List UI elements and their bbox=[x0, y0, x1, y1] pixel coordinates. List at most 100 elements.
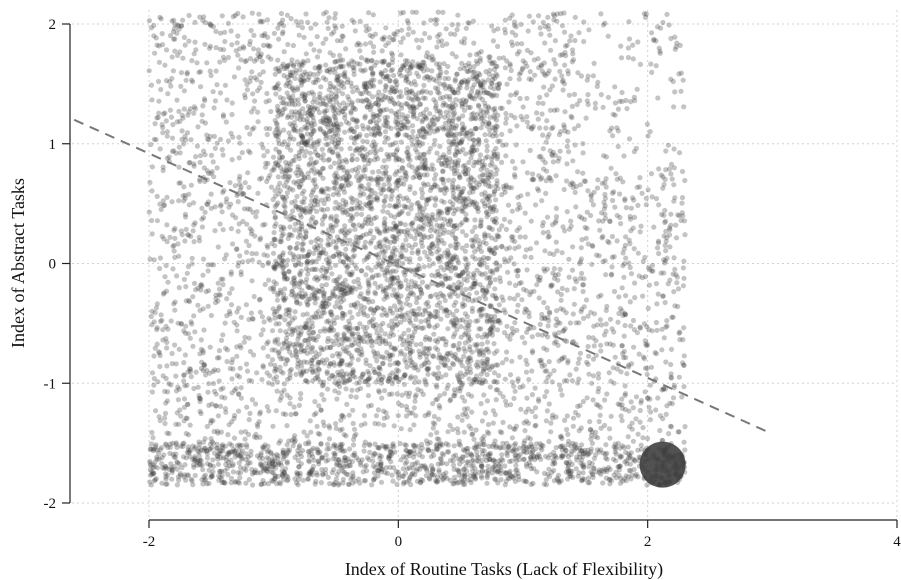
scatter-point bbox=[672, 34, 678, 40]
scatter-point bbox=[621, 274, 627, 280]
scatter-point bbox=[395, 177, 401, 183]
scatter-point bbox=[391, 423, 397, 429]
scatter-point bbox=[614, 238, 620, 244]
scatter-point bbox=[374, 358, 380, 364]
scatter-point bbox=[657, 427, 663, 434]
scatter-point bbox=[454, 254, 460, 260]
scatter-point bbox=[626, 19, 632, 25]
scatter-point bbox=[155, 114, 161, 121]
scatter-point bbox=[544, 408, 551, 414]
scatter-point bbox=[267, 43, 273, 49]
scatter-point bbox=[164, 430, 170, 436]
scatter-point bbox=[635, 431, 641, 437]
scatter-point bbox=[434, 108, 440, 114]
scatter-point bbox=[608, 413, 614, 419]
scatter-point bbox=[670, 314, 676, 320]
scatter-point bbox=[376, 125, 382, 131]
scatter-point bbox=[244, 81, 250, 87]
scatter-point bbox=[473, 377, 479, 383]
scatter-point bbox=[300, 241, 306, 247]
scatter-point bbox=[637, 324, 643, 330]
scatter-point bbox=[588, 309, 594, 315]
scatter-point bbox=[616, 464, 622, 470]
scatter-point bbox=[434, 436, 440, 442]
scatter-point bbox=[566, 256, 572, 262]
scatter-point bbox=[631, 197, 637, 203]
scatter-point bbox=[258, 79, 264, 85]
scatter-point bbox=[627, 454, 633, 460]
scatter-point bbox=[460, 481, 466, 487]
scatter-point bbox=[160, 337, 166, 343]
scatter-point bbox=[455, 414, 461, 420]
scatter-point bbox=[581, 38, 587, 45]
scatter-point bbox=[596, 253, 602, 259]
scatter-point bbox=[382, 129, 389, 135]
scatter-point bbox=[432, 478, 439, 484]
scatter-point bbox=[625, 434, 631, 440]
scatter-point bbox=[281, 49, 287, 55]
scatter-point bbox=[482, 132, 488, 138]
scatter-point bbox=[540, 230, 546, 236]
scatter-point bbox=[218, 337, 225, 343]
scatter-point bbox=[401, 381, 407, 387]
scatter-point bbox=[219, 209, 225, 215]
scatter-point bbox=[305, 19, 311, 25]
scatter-point bbox=[323, 36, 329, 42]
scatter-point bbox=[393, 78, 399, 84]
scatter-point bbox=[611, 288, 618, 295]
scatter-point bbox=[418, 239, 424, 246]
scatter-point bbox=[319, 221, 325, 227]
scatter-point bbox=[353, 304, 359, 310]
scatter-point bbox=[383, 123, 389, 129]
scatter-point bbox=[153, 305, 159, 311]
scatter-point bbox=[301, 359, 307, 365]
scatter-point bbox=[493, 397, 499, 403]
scatter-point bbox=[214, 355, 221, 361]
scatter-point bbox=[636, 273, 642, 279]
scatter-point bbox=[661, 181, 667, 188]
scatter-point bbox=[564, 338, 570, 344]
scatter-point bbox=[591, 60, 597, 66]
scatter-point bbox=[248, 378, 255, 384]
scatter-point bbox=[637, 61, 644, 67]
scatter-point bbox=[331, 160, 338, 166]
scatter-point bbox=[564, 209, 570, 215]
scatter-point bbox=[613, 444, 619, 450]
scatter-point bbox=[662, 207, 668, 214]
scatter-point bbox=[330, 52, 336, 59]
scatter-point bbox=[671, 289, 677, 295]
scatter-point bbox=[400, 9, 406, 16]
scatter-point bbox=[154, 115, 160, 121]
scatter-point bbox=[349, 387, 355, 393]
scatter-point bbox=[447, 262, 454, 268]
scatter-point bbox=[249, 397, 255, 403]
scatter-point bbox=[435, 347, 441, 353]
scatter-point bbox=[194, 143, 200, 149]
scatter-point bbox=[656, 250, 662, 257]
scatter-point bbox=[237, 140, 243, 146]
scatter-point bbox=[477, 80, 483, 86]
scatter-point bbox=[681, 353, 687, 359]
scatter-point bbox=[284, 442, 290, 448]
scatter-point bbox=[595, 371, 602, 377]
scatter-point bbox=[546, 309, 553, 315]
scatter-point bbox=[356, 338, 362, 344]
scatter-point bbox=[564, 413, 570, 419]
scatter-point bbox=[475, 333, 481, 339]
scatter-point bbox=[316, 351, 322, 357]
scatter-point bbox=[336, 286, 342, 292]
scatter-point bbox=[433, 61, 440, 67]
scatter-point bbox=[407, 256, 413, 262]
scatter-point bbox=[421, 20, 427, 26]
scatter-point bbox=[478, 217, 484, 223]
scatter-point bbox=[355, 40, 361, 46]
scatter-point bbox=[496, 373, 502, 379]
scatter-point bbox=[219, 443, 225, 449]
scatter-point bbox=[559, 79, 566, 85]
scatter-point bbox=[505, 269, 511, 275]
scatter-point bbox=[430, 466, 436, 472]
scatter-point bbox=[277, 397, 283, 403]
scatter-point bbox=[154, 456, 160, 462]
scatter-point bbox=[375, 127, 381, 133]
scatter-point bbox=[321, 300, 327, 306]
